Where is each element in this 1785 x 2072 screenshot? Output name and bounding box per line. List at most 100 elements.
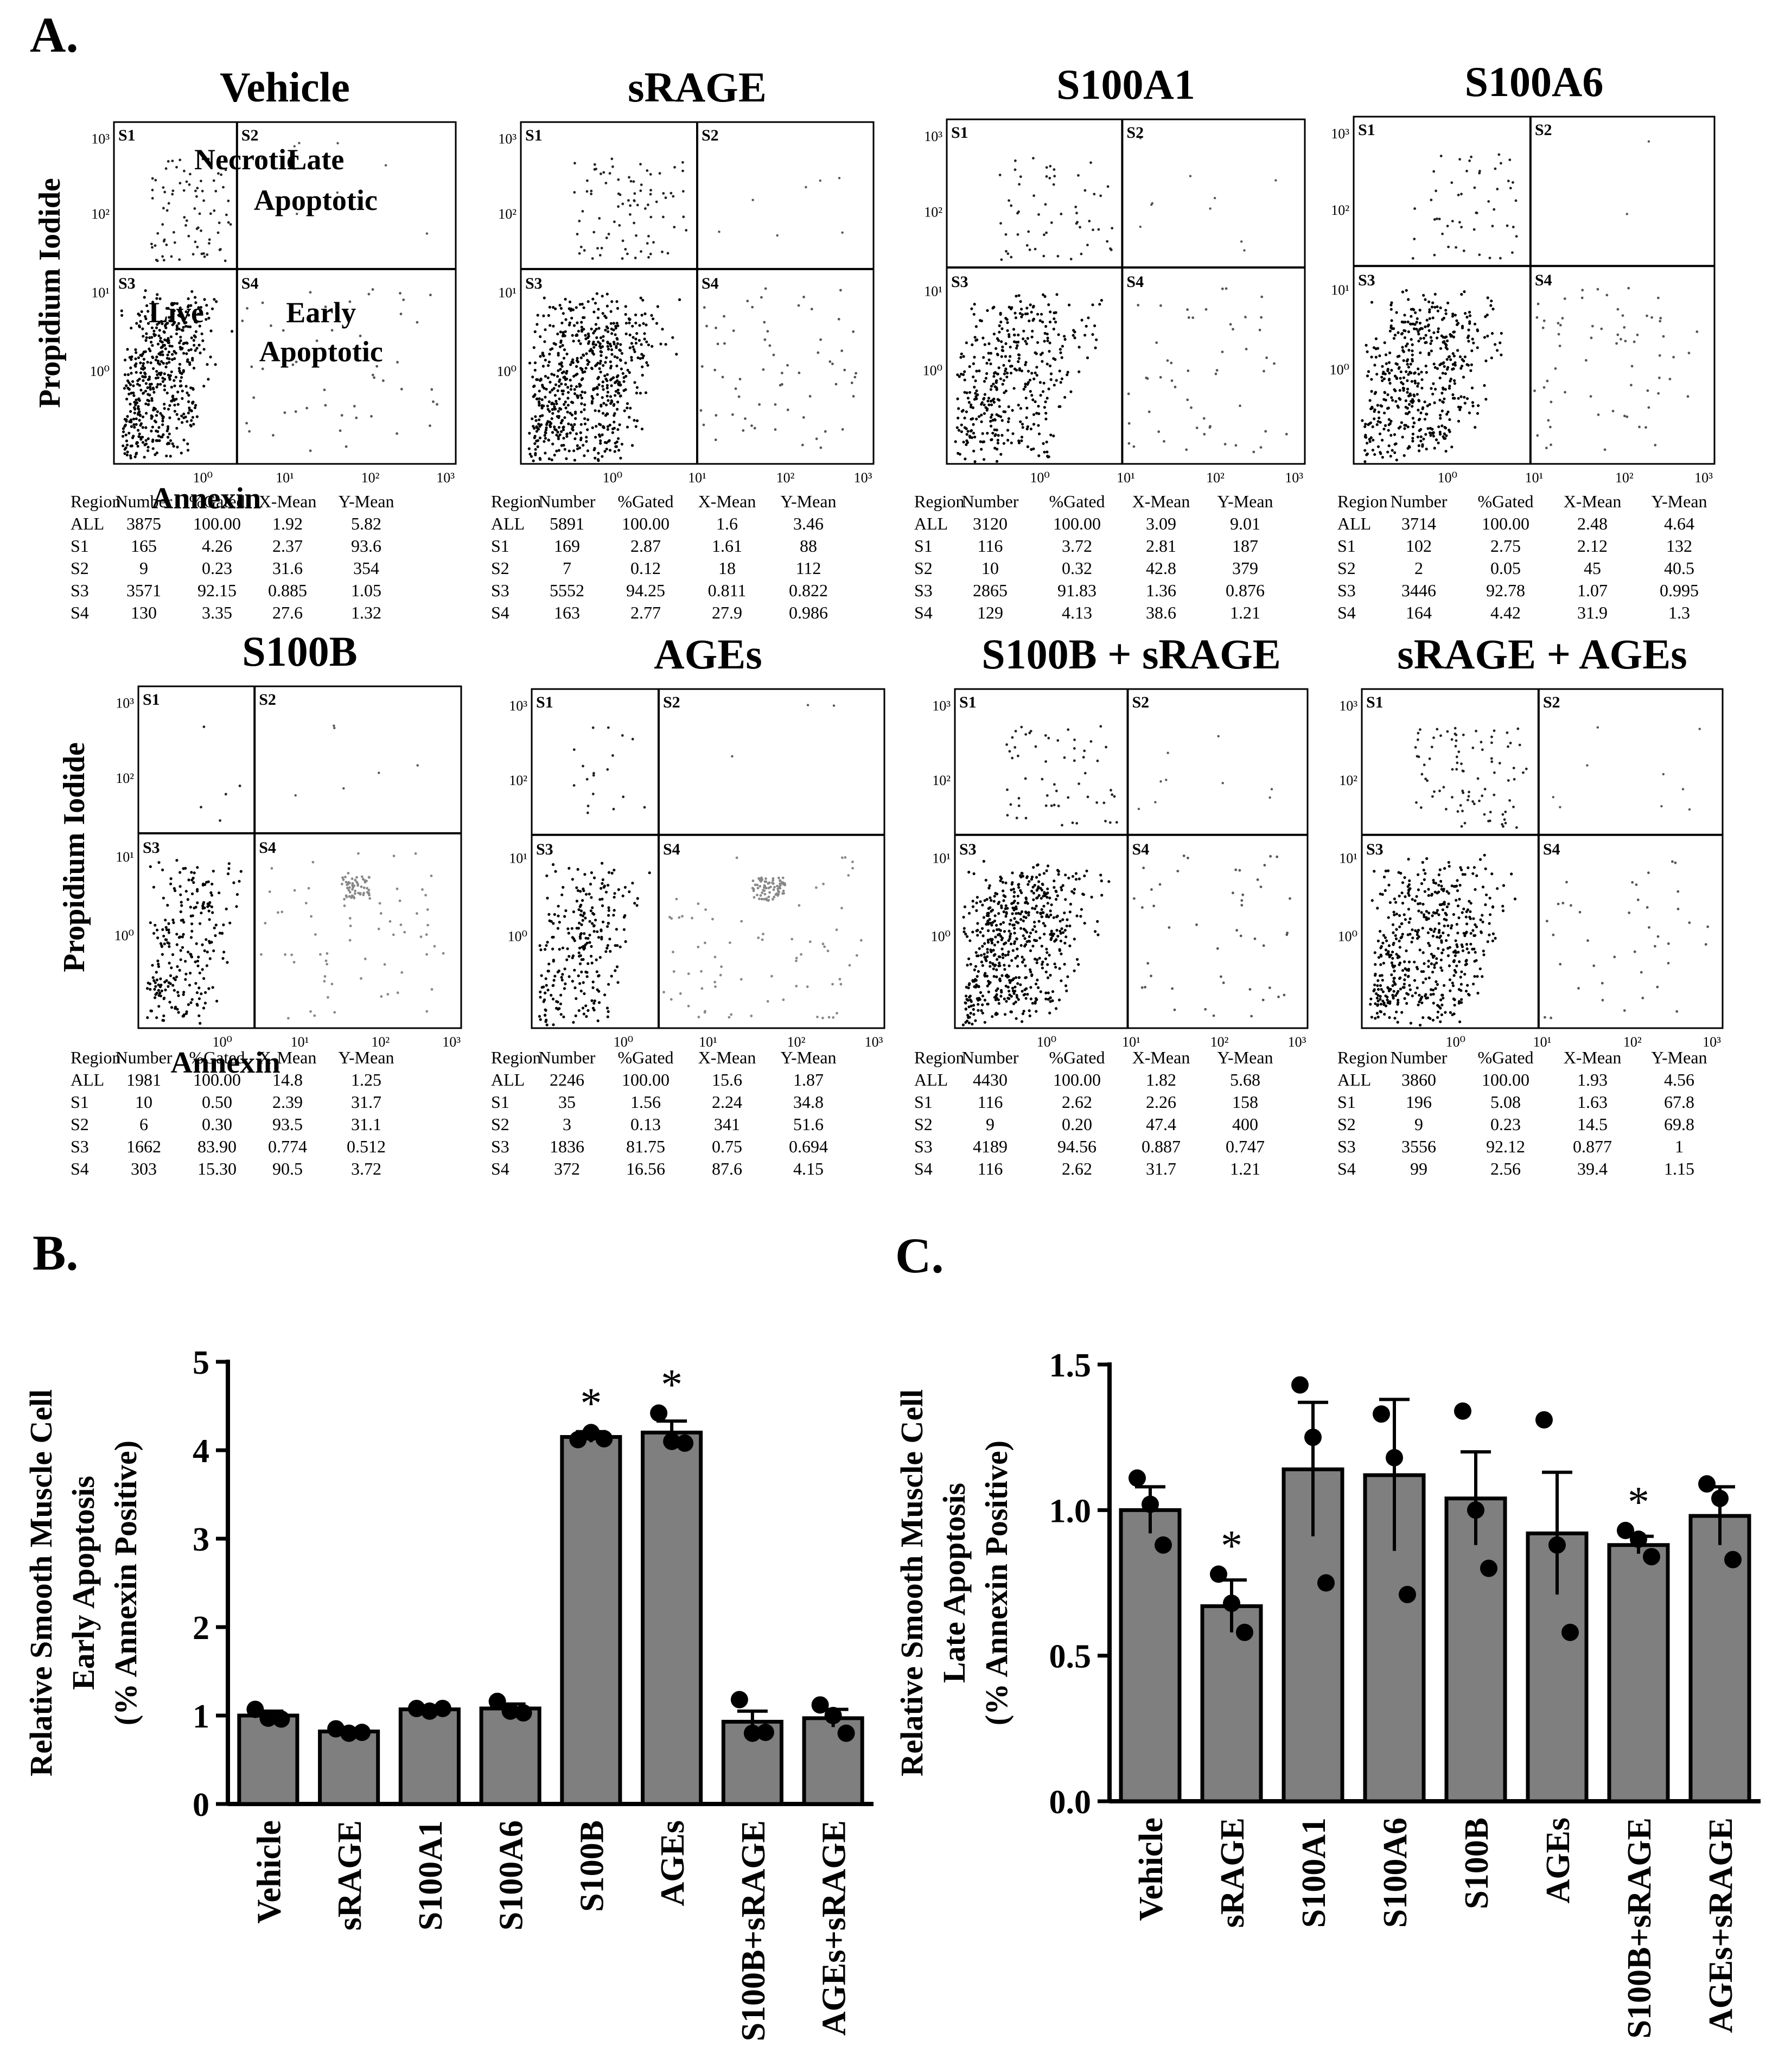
event-dot — [1166, 751, 1169, 754]
event-dot — [1468, 915, 1471, 919]
event-dot — [139, 438, 143, 441]
event-dot — [148, 336, 151, 340]
event-dot — [1403, 427, 1406, 430]
event-dot — [1478, 858, 1482, 861]
event-dot — [1083, 772, 1087, 775]
event-dot — [1486, 334, 1489, 338]
event-dot — [1004, 907, 1008, 910]
event-dot — [579, 431, 582, 435]
event-dot — [1461, 949, 1465, 952]
event-dot — [1430, 199, 1433, 201]
event-dot — [592, 1002, 596, 1005]
event-dot — [1004, 954, 1007, 957]
event-dot — [716, 342, 719, 346]
event-dot — [624, 322, 628, 325]
event-dot — [1423, 962, 1426, 965]
table-cell: 4.13 — [1062, 603, 1092, 622]
event-dot — [966, 1013, 970, 1017]
event-dot — [1019, 300, 1022, 303]
event-dot — [617, 888, 620, 891]
event-dot — [1039, 887, 1042, 890]
event-dot — [1001, 953, 1005, 956]
event-dot — [589, 909, 592, 913]
x-tick-label: 10³ — [442, 1034, 461, 1050]
event-dot — [614, 442, 617, 445]
event-dot — [583, 932, 586, 935]
event-dot — [1411, 425, 1415, 429]
event-dot — [208, 940, 211, 943]
event-dot — [772, 898, 774, 901]
event-dot — [974, 979, 978, 982]
event-dot — [1158, 883, 1162, 886]
quadrant-tag-s2: S2 — [259, 691, 276, 709]
event-dot — [1379, 1003, 1383, 1006]
event-dot — [1411, 437, 1414, 440]
event-dot — [189, 348, 193, 351]
event-dot — [853, 375, 857, 379]
event-dot — [1501, 904, 1504, 908]
event-dot — [1363, 449, 1367, 452]
event-dot — [1423, 400, 1426, 404]
event-dot — [311, 860, 315, 864]
event-dot — [1447, 860, 1450, 864]
event-dot — [962, 930, 966, 933]
event-dot — [1204, 1008, 1207, 1011]
event-dot — [544, 991, 547, 994]
event-dot — [150, 336, 154, 339]
event-dot — [151, 314, 154, 317]
x-tick-label: 10³ — [854, 470, 872, 486]
event-dot — [579, 890, 582, 893]
event-dot — [1008, 335, 1011, 339]
event-dot — [591, 922, 594, 925]
event-dot — [1459, 866, 1462, 869]
event-dot — [636, 356, 640, 360]
event-dot — [1383, 391, 1387, 394]
event-dot — [1397, 426, 1400, 430]
event-dot — [1060, 886, 1063, 889]
event-dot — [1163, 440, 1165, 443]
event-dot — [985, 974, 989, 978]
event-dot — [616, 356, 619, 359]
event-dot — [155, 971, 158, 974]
event-dot — [1030, 878, 1033, 881]
event-dot — [1053, 804, 1056, 807]
event-dot — [135, 351, 138, 354]
table-header-cell: Y-Mean — [1217, 492, 1273, 511]
event-dot — [1055, 890, 1058, 893]
y-tick-label: 10³ — [932, 698, 951, 713]
event-dot — [819, 338, 822, 341]
event-dot — [149, 385, 152, 388]
event-dot — [143, 443, 146, 447]
event-dot — [323, 980, 326, 983]
event-dot — [579, 909, 583, 913]
event-dot — [1146, 377, 1149, 380]
event-dot — [557, 435, 560, 438]
event-dot — [996, 353, 999, 356]
table-cell: 15.6 — [712, 1070, 742, 1089]
event-dot — [1262, 944, 1265, 947]
event-dot — [965, 433, 968, 436]
event-dot — [163, 190, 167, 194]
event-dot — [211, 986, 214, 989]
event-dot — [1044, 412, 1048, 415]
event-dot — [571, 334, 574, 337]
event-dot — [1518, 743, 1521, 747]
event-dot — [1406, 406, 1409, 410]
event-dot — [570, 413, 573, 417]
event-dot — [566, 404, 570, 407]
event-dot — [1378, 416, 1381, 420]
event-dot — [1581, 289, 1584, 292]
event-dot — [336, 191, 339, 194]
quadrant-tag-s1: S1 — [536, 693, 553, 711]
event-dot — [547, 400, 551, 404]
event-dot — [1426, 931, 1430, 934]
event-dot — [740, 920, 743, 923]
event-dot — [363, 879, 366, 882]
event-dot — [1013, 927, 1016, 930]
event-dot — [436, 403, 438, 406]
event-dot — [1025, 876, 1029, 879]
event-dot — [195, 227, 199, 231]
event-dot — [160, 340, 163, 343]
event-dot — [163, 238, 166, 241]
